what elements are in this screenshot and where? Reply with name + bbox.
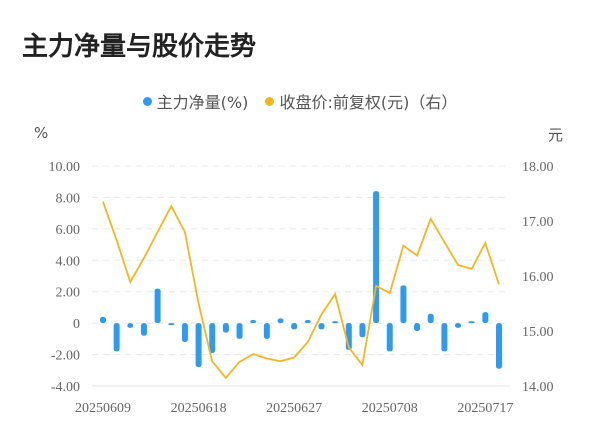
right-tick-label: 17.00 (522, 215, 554, 230)
bar[interactable] (277, 318, 284, 324)
bar[interactable] (263, 323, 270, 339)
legend-label: 主力净量(%) (156, 93, 249, 112)
bar[interactable] (236, 323, 243, 339)
line-series (102, 201, 500, 380)
right-tick-label: 18.00 (522, 160, 554, 175)
bar[interactable] (304, 320, 311, 324)
right-axis-unit: 元 (548, 126, 564, 144)
bar[interactable] (441, 323, 448, 352)
legend-label: 收盘价:前复权(元)（右） (279, 93, 458, 112)
bar[interactable] (468, 321, 475, 324)
bar[interactable] (100, 316, 106, 324)
left-axis-ticks: 10.00 8.00 6.00 4.00 2.00 0 -2.00 -4.00 (49, 160, 81, 395)
x-tick-label: 20250618 (171, 401, 227, 416)
left-tick-label: 0 (73, 317, 80, 332)
left-tick-label: 8.00 (56, 191, 81, 206)
x-axis-ticks: 20250609 20250618 20250627 20250708 20250717 (75, 401, 513, 416)
bar[interactable] (291, 323, 298, 330)
legend-dot-blue-icon (142, 96, 152, 106)
bar[interactable] (373, 191, 380, 324)
bar[interactable] (359, 323, 366, 338)
bar[interactable] (222, 323, 229, 333)
bar[interactable] (496, 323, 502, 369)
left-tick-label: 10.00 (49, 160, 81, 175)
right-tick-label: 14.00 (522, 380, 554, 395)
bar[interactable] (414, 323, 421, 331)
bar[interactable] (250, 320, 257, 324)
right-tick-label: 15.00 (522, 325, 554, 340)
chart-title: 主力净量与股价走势 (22, 32, 257, 62)
bar[interactable] (154, 288, 161, 324)
left-tick-label: 2.00 (56, 286, 81, 301)
bar[interactable] (482, 312, 489, 324)
bar[interactable] (127, 323, 134, 328)
legend-dot-orange-icon (265, 96, 275, 106)
bar[interactable] (168, 323, 175, 326)
bar[interactable] (113, 323, 120, 352)
bar[interactable] (400, 285, 407, 324)
left-tick-label: -4.00 (51, 380, 80, 395)
bar[interactable] (209, 323, 216, 353)
bar[interactable] (455, 323, 462, 328)
bar[interactable] (427, 313, 434, 324)
x-tick-label: 20250708 (362, 401, 418, 416)
right-axis-ticks: 18.00 17.00 16.00 15.00 14.00 (522, 160, 554, 395)
bar[interactable] (318, 323, 325, 330)
left-tick-label: -2.00 (51, 349, 80, 364)
bar[interactable] (332, 321, 339, 324)
bar[interactable] (140, 323, 147, 336)
bar-series (100, 191, 502, 369)
left-axis-unit: % (34, 124, 49, 142)
gridlines (92, 165, 510, 387)
legend-item-net-flow[interactable]: 主力净量(%) (142, 89, 249, 113)
x-tick-label: 20250717 (457, 401, 513, 416)
bar[interactable] (195, 323, 202, 368)
right-tick-label: 16.00 (522, 270, 554, 285)
legend: 主力净量(%) 收盘价:前复权(元)（右） (0, 89, 600, 113)
bar[interactable] (386, 323, 393, 352)
legend-item-close-price[interactable]: 收盘价:前复权(元)（右） (265, 89, 457, 113)
price-line[interactable] (102, 201, 500, 380)
x-tick-label: 20250627 (266, 401, 322, 416)
left-tick-label: 6.00 (56, 223, 81, 238)
bar[interactable] (181, 323, 188, 342)
left-tick-label: 4.00 (56, 254, 81, 269)
x-tick-label: 20250609 (75, 401, 131, 416)
